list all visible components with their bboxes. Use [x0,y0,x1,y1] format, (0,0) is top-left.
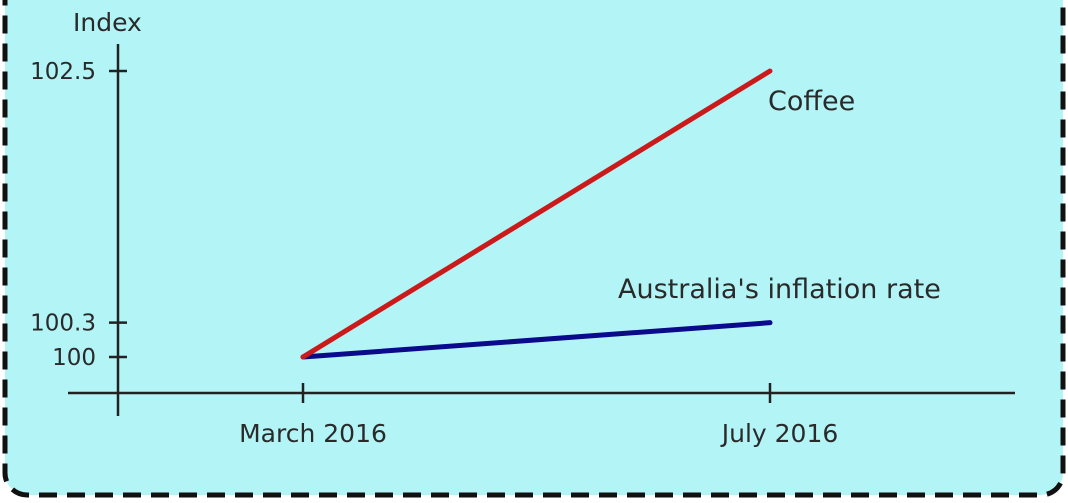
series-line-inflation [300,320,773,360]
series-labels: Coffee Australia's inflation rate [618,86,941,305]
y-tick-label: 102.5 [30,59,96,85]
x-ticks: March 2016 July 2016 [239,383,838,448]
y-axis-label: Index [73,8,142,37]
series-line-coffee [300,68,773,360]
series-lines [300,68,773,360]
x-tick-label: July 2016 [720,419,839,448]
axes: Index [68,8,1015,416]
series-label-coffee: Coffee [768,86,855,117]
y-tick-label: 100 [52,345,96,371]
series-label-inflation: Australia's inflation rate [618,274,941,305]
y-tick-label: 100.3 [30,311,96,337]
x-tick-label: March 2016 [239,419,387,448]
y-ticks: 100 100.3 102.5 [30,59,127,371]
